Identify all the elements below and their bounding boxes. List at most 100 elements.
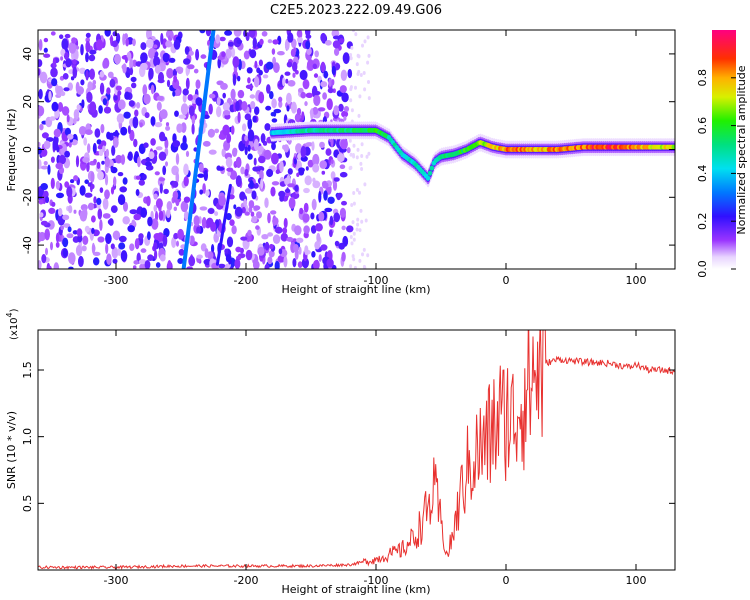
noise-cell xyxy=(111,40,118,48)
noise-cell xyxy=(107,219,114,225)
noise-cell xyxy=(56,192,64,199)
noise-cell xyxy=(176,240,179,247)
noise-cell xyxy=(207,128,215,138)
noise-cell xyxy=(174,110,179,117)
noise-cell xyxy=(246,67,253,74)
noise-cell xyxy=(172,68,177,77)
noise-cell xyxy=(359,161,363,166)
noise-cell xyxy=(341,110,349,118)
noise-cell xyxy=(104,156,110,168)
noise-cell xyxy=(292,258,297,268)
noise-cell xyxy=(253,138,259,151)
noise-cell xyxy=(272,217,279,226)
noise-cell xyxy=(279,160,284,173)
noise-cell xyxy=(117,172,124,177)
noise-cell xyxy=(78,255,84,268)
noise-cell xyxy=(318,211,325,222)
noise-cell xyxy=(89,49,97,55)
noise-cell xyxy=(208,149,217,155)
noise-cell xyxy=(57,102,64,112)
noise-cell xyxy=(245,32,250,42)
noise-cell xyxy=(64,181,70,188)
noise-cell xyxy=(76,86,84,95)
noise-cell xyxy=(232,73,237,86)
noise-cell xyxy=(150,138,156,146)
y-tick-label: 1.0 xyxy=(21,428,34,446)
noise-cell xyxy=(310,212,315,220)
spectrogram-noise-cells xyxy=(38,30,371,269)
noise-cell xyxy=(43,53,51,58)
noise-cell xyxy=(264,263,270,269)
noise-cell xyxy=(290,101,297,114)
noise-cell xyxy=(230,88,236,101)
noise-cell xyxy=(148,151,155,160)
x-tick-label: -100 xyxy=(364,574,389,587)
noise-cell xyxy=(176,123,183,133)
noise-cell xyxy=(320,61,326,73)
noise-cell xyxy=(278,96,283,103)
noise-cell xyxy=(117,247,121,256)
noise-cell xyxy=(296,30,303,38)
noise-cell xyxy=(154,64,161,74)
noise-cell xyxy=(183,196,191,203)
noise-cell xyxy=(247,153,253,160)
noise-cell xyxy=(293,158,297,165)
noise-cell xyxy=(251,190,257,200)
noise-cell xyxy=(313,94,321,106)
noise-cell xyxy=(278,248,283,255)
noise-cell xyxy=(300,91,307,99)
noise-cell xyxy=(38,88,43,100)
noise-cell xyxy=(92,142,97,154)
noise-cell xyxy=(292,72,296,78)
noise-cell xyxy=(129,129,135,142)
noise-cell xyxy=(264,241,270,251)
noise-cell xyxy=(96,161,101,169)
noise-cell xyxy=(232,56,240,68)
noise-cell xyxy=(304,245,309,256)
noise-cell xyxy=(40,183,48,191)
noise-cell xyxy=(147,231,151,241)
noise-cell xyxy=(347,68,353,79)
noise-cell xyxy=(234,206,243,217)
snr-series-line xyxy=(38,330,675,570)
snr-panel: -300 -200 -100 0 100 0.5 1.0 1.5 Height of str… xyxy=(5,308,676,596)
noise-cell xyxy=(313,73,319,78)
noise-cell xyxy=(240,236,248,241)
noise-cell xyxy=(295,143,303,154)
noise-cell xyxy=(183,210,189,220)
noise-cell xyxy=(331,65,336,76)
noise-cell xyxy=(122,216,130,225)
noise-cell xyxy=(336,193,342,201)
noise-cell xyxy=(144,161,152,167)
noise-cell xyxy=(99,82,105,95)
noise-cell xyxy=(129,209,138,215)
noise-cell xyxy=(116,113,125,124)
noise-cell xyxy=(303,202,309,213)
noise-cell xyxy=(187,64,195,70)
noise-cell xyxy=(282,227,288,235)
noise-cell xyxy=(102,213,111,219)
noise-cell xyxy=(135,175,141,180)
noise-cell xyxy=(214,211,219,217)
y-tick-label: -20 xyxy=(21,188,34,206)
noise-cell xyxy=(301,257,309,269)
noise-cell xyxy=(267,232,274,237)
noise-cell xyxy=(298,87,304,93)
noise-cell xyxy=(154,122,163,128)
noise-cell xyxy=(263,149,272,160)
noise-cell xyxy=(305,166,309,171)
noise-cell xyxy=(229,219,235,227)
noise-cell xyxy=(319,160,328,169)
noise-cell xyxy=(150,116,156,126)
noise-cell xyxy=(325,148,332,156)
snr-x-axis-label: Height of straight line (km) xyxy=(281,583,430,596)
noise-cell xyxy=(277,51,285,56)
noise-cell xyxy=(333,212,341,223)
noise-cell xyxy=(327,196,335,204)
noise-cell xyxy=(274,260,280,269)
noise-cell xyxy=(93,158,97,164)
noise-cell xyxy=(182,88,189,96)
noise-cell xyxy=(329,215,334,226)
noise-cell xyxy=(320,32,327,43)
noise-cell xyxy=(50,31,56,36)
